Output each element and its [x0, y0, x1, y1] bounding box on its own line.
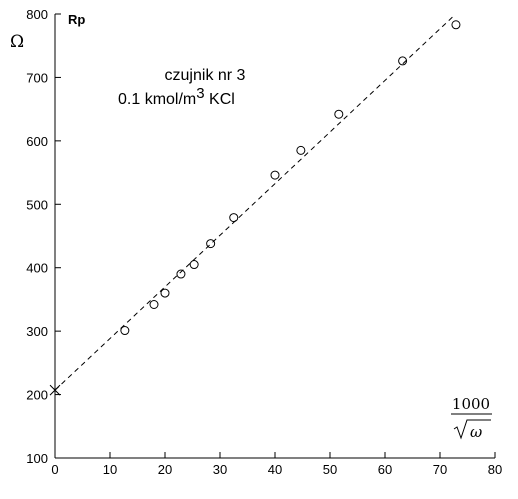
- annotation-line-1: czujnik nr 3: [165, 67, 246, 84]
- x-tick-label: 30: [213, 462, 227, 477]
- y-tick-label: 100: [26, 451, 48, 466]
- data-point: [206, 239, 216, 249]
- y-tick-label: 800: [26, 7, 48, 22]
- intercept-marker: [49, 384, 61, 396]
- data-point: [160, 288, 170, 298]
- annotation-line-2-prefix: 0.1 kmol/m: [118, 91, 196, 108]
- x-tick-label: 40: [268, 462, 282, 477]
- data-point: [296, 145, 306, 155]
- data-point: [176, 269, 186, 279]
- data-point: [120, 326, 130, 336]
- annotation-line-2-suffix: KCl: [205, 91, 235, 108]
- ticks: 0 10 20 30 40 50 60 70 80 100 200 300 400 500 600 700 80…: [26, 7, 502, 477]
- x-tick-label: 20: [158, 462, 172, 477]
- x-axis-label: 1000 ω: [451, 395, 492, 441]
- x-axis-label-radicand: ω: [470, 423, 482, 441]
- annotation-line-2: 0.1 kmol/m3 KCl: [118, 85, 235, 108]
- data-point: [149, 300, 159, 310]
- fit-line: [54, 15, 455, 391]
- y-axis-label: Rp: [68, 12, 85, 27]
- x-tick-label: 70: [433, 462, 447, 477]
- y-axis-unit: Ω: [10, 32, 24, 52]
- data-point: [189, 260, 199, 270]
- data-points: [120, 20, 461, 336]
- y-tick-label: 400: [26, 261, 48, 276]
- x-tick-label: 10: [103, 462, 117, 477]
- y-tick-label: 700: [26, 70, 48, 85]
- y-tick-label: 200: [26, 388, 48, 403]
- data-point: [270, 170, 280, 180]
- data-point: [334, 109, 344, 119]
- y-tick-label: 600: [26, 134, 48, 149]
- y-tick-label: 500: [26, 197, 48, 212]
- axes: [54, 14, 495, 459]
- y-tick-label: 300: [26, 324, 48, 339]
- data-point: [451, 20, 461, 30]
- annotation-line-2-sup: 3: [196, 85, 204, 102]
- x-axis-label-radical: [453, 419, 491, 440]
- x-tick-label: 50: [323, 462, 337, 477]
- fit-line-group: [49, 15, 455, 396]
- data-point: [398, 56, 408, 66]
- x-tick-label: 0: [51, 462, 58, 477]
- x-tick-label: 80: [488, 462, 502, 477]
- x-tick-label: 60: [378, 462, 392, 477]
- x-axis-label-numerator: 1000: [452, 395, 490, 413]
- data-point: [229, 213, 239, 223]
